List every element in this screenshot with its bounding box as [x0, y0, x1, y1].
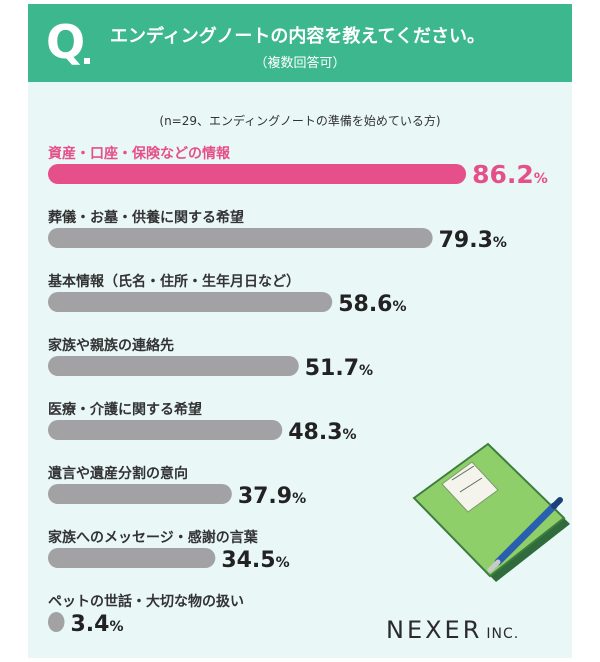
category-label: 家族へのメッセージ・感謝の言葉: [48, 529, 259, 546]
value-label: 48.3%: [288, 420, 356, 445]
value-label: 51.7%: [305, 356, 373, 381]
value-label: 86.2%: [472, 160, 548, 189]
chart-card: Q エンディングノートの内容を教えてください。 （複数回答可） (n=29、エン…: [28, 4, 572, 658]
brand-logo: NEXER INC.: [386, 616, 519, 644]
brand-name: NEXER: [386, 616, 483, 644]
bar: [48, 484, 232, 504]
category-label: 家族や親族の連絡先: [48, 337, 174, 354]
pen-icon: [487, 497, 563, 573]
bar: [48, 356, 299, 376]
question-subtitle: （複数回答可）: [254, 56, 346, 71]
value-label: 34.5%: [221, 548, 289, 573]
bar-chart: 資産・口座・保険などの情報 86.2% 葬儀・お墓・供養に関する希望 79.3% 基本情…: [48, 145, 570, 637]
bar: [48, 420, 283, 440]
category-label: 医療・介護に関する希望: [48, 401, 202, 418]
category-label: 遺言や遺産分割の意向: [48, 465, 188, 482]
category-label: ペットの世話・大切な物の扱い: [48, 593, 244, 610]
category-label: 基本情報（氏名・住所・生年月日など）: [48, 273, 300, 290]
bar: [48, 612, 65, 632]
q-mark-dot: [84, 58, 90, 64]
bar: [48, 164, 467, 184]
q-mark: Q: [46, 15, 86, 69]
value-label: 37.9%: [238, 484, 306, 509]
question-title: エンディングノートの内容を教えてください。: [110, 26, 485, 47]
brand-suffix: INC.: [486, 626, 520, 642]
value-label: 79.3%: [439, 228, 507, 253]
category-label: 資産・口座・保険などの情報: [48, 145, 231, 162]
category-label: 葬儀・お墓・供養に関する希望: [48, 209, 244, 226]
bar: [48, 228, 433, 248]
notebook-icon: [412, 442, 570, 582]
bar: [48, 292, 333, 312]
question-header: Q エンディングノートの内容を教えてください。 （複数回答可）: [28, 4, 572, 82]
value-label: 58.6%: [338, 292, 406, 317]
bar: [48, 548, 216, 568]
sample-note: (n=29、エンディングノートの準備を始めている方): [159, 114, 441, 128]
value-label: 3.4%: [70, 612, 123, 637]
